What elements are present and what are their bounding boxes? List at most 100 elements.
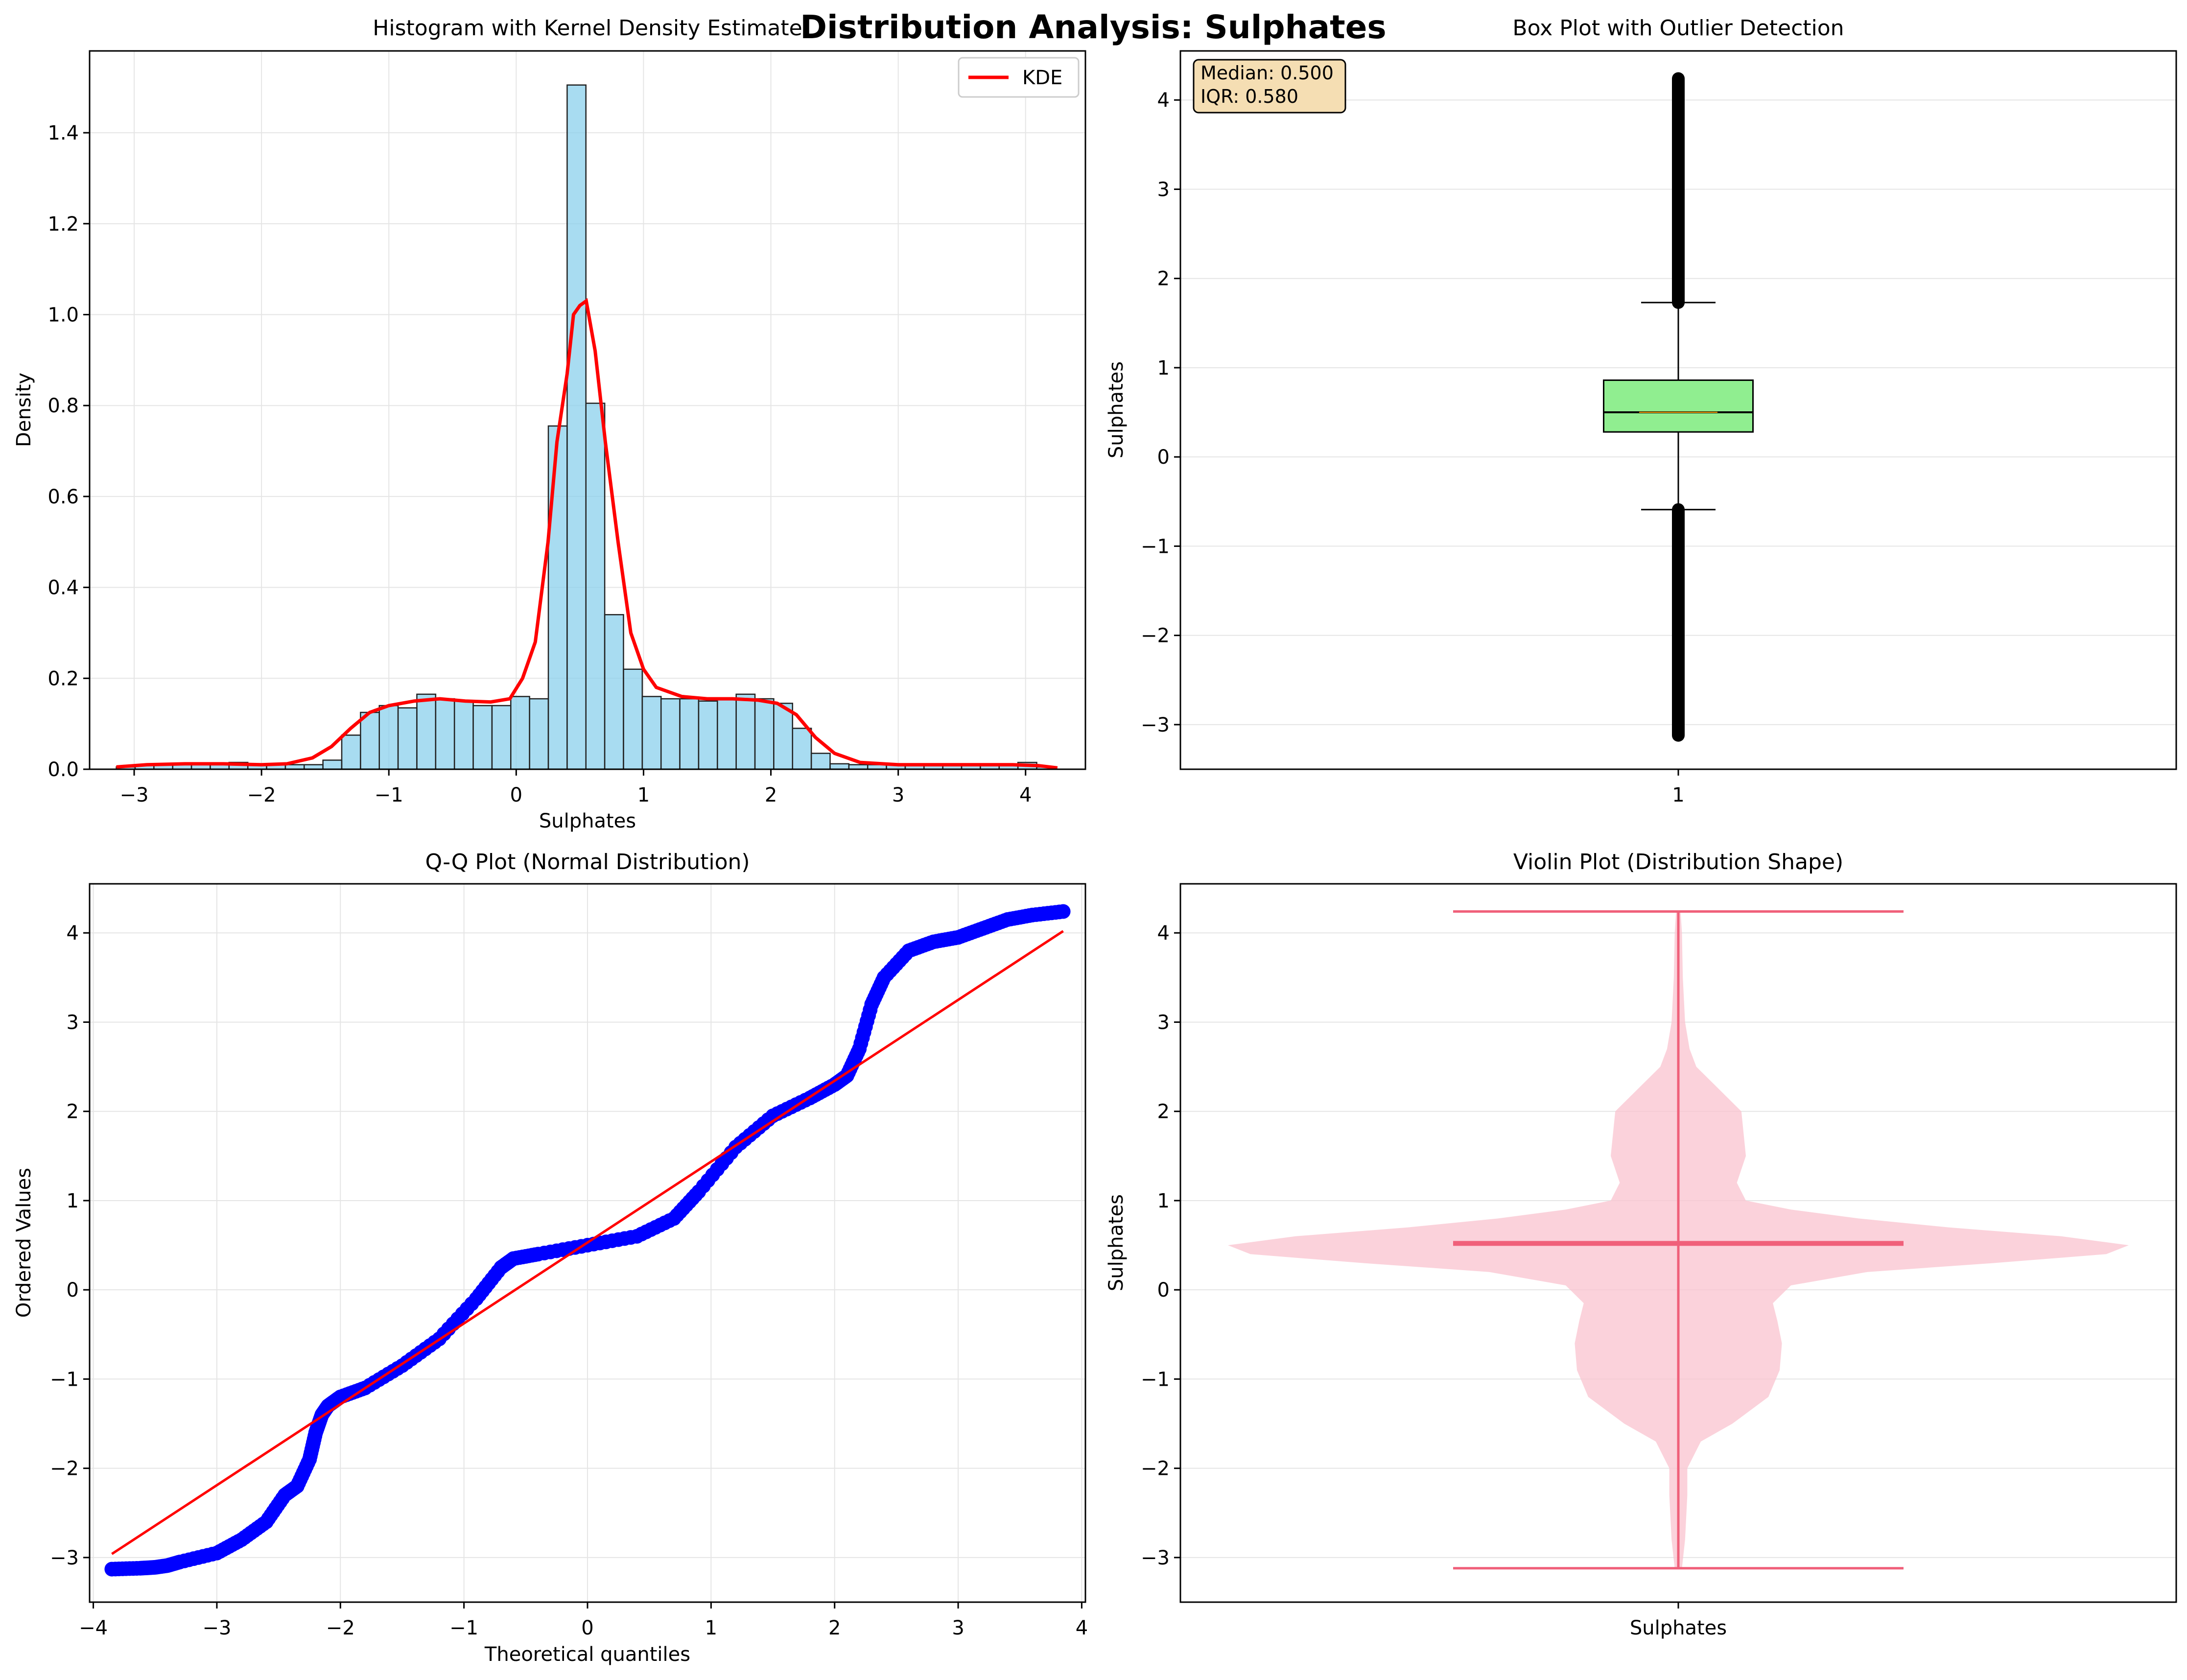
violin-y-tick-label: 3 xyxy=(1157,1011,1170,1034)
histogram-bar xyxy=(397,707,418,770)
boxplot-y-tick-label: 1 xyxy=(1157,357,1170,379)
histogram-bar xyxy=(472,705,493,770)
qqplot-frame xyxy=(89,883,1086,1603)
histogram-y-tick-label: 1.0 xyxy=(47,304,79,327)
qqplot-title: Q-Q Plot (Normal Distribution) xyxy=(425,850,750,875)
boxplot-y-tick-label: −2 xyxy=(1141,625,1170,647)
violin-y-tick-label: −2 xyxy=(1141,1458,1170,1480)
histogram-x-tick-label: 4 xyxy=(1019,784,1032,806)
violin-y-tick-label: 1 xyxy=(1157,1190,1170,1212)
panel-histogram: −3 −2 −1 0 1 2 3 4 0.0 0.2 0.4 0.6 0.8 1.0 1.2 1.4 KDE… xyxy=(13,16,1086,832)
boxplot-title: Box Plot with Outlier Detection xyxy=(1512,16,1844,41)
violin-y-tick-label: 2 xyxy=(1157,1101,1170,1123)
histogram-y-tick-label: 0.8 xyxy=(47,395,79,417)
histogram-bar xyxy=(529,698,549,770)
histogram-title: Histogram with Kernel Density Estimate xyxy=(373,16,802,41)
histogram-bars xyxy=(116,84,1057,770)
qqplot-x-tick-label: −1 xyxy=(449,1617,478,1639)
histogram-x-label: Sulphates xyxy=(539,810,636,832)
histogram-y-tick-label: 1.2 xyxy=(47,213,79,236)
histogram-legend: KDE xyxy=(958,57,1080,98)
histogram-bar xyxy=(510,696,530,770)
histogram-bar xyxy=(435,698,455,770)
histogram-bar xyxy=(547,425,568,770)
boxplot-y-ticks: −3 −2 −1 0 1 2 3 4 xyxy=(1141,89,1180,736)
histogram-bar xyxy=(792,728,812,770)
annotation-box xyxy=(1193,59,1346,114)
histogram-bar xyxy=(735,693,756,770)
panel-violin: −3 −2 −1 0 1 2 3 4 Sulphates Violin Plot (Distr… xyxy=(1105,850,2177,1639)
boxplot-y-tick-label: 0 xyxy=(1157,446,1170,469)
qqplot-x-ticks: −4 −3 −2 −1 0 1 2 3 4 xyxy=(79,1602,1088,1639)
qqplot-y-tick-label: 2 xyxy=(67,1101,79,1123)
histogram-x-ticks: −3 −2 −1 0 1 2 3 4 xyxy=(120,769,1032,806)
boxplot-iqr-box xyxy=(1603,379,1754,433)
histogram-bar xyxy=(322,759,343,770)
qqplot-y-tick-label: 3 xyxy=(67,1011,79,1034)
histogram-y-tick-label: 0.6 xyxy=(47,486,79,508)
boxplot-annotation: Median: 0.500 IQR: 0.580 xyxy=(1193,59,1346,114)
histogram-x-tick-label: 2 xyxy=(765,784,777,806)
histogram-bar xyxy=(641,696,662,770)
violin-stat-lines xyxy=(1453,910,1904,1570)
legend-kde-label: KDE xyxy=(1022,67,1062,89)
violin-title: Violin Plot (Distribution Shape) xyxy=(1513,850,1843,875)
histogram-x-tick-label: 0 xyxy=(510,784,522,806)
histogram-x-tick-label: 3 xyxy=(892,784,904,806)
qqplot-y-tick-label: −2 xyxy=(50,1458,79,1480)
qqplot-x-tick-label: 3 xyxy=(952,1617,964,1639)
boxplot-y-tick-label: 2 xyxy=(1157,268,1170,290)
histogram-bar xyxy=(717,698,737,770)
boxplot-y-label: Sulphates xyxy=(1105,361,1128,458)
boxplot-box xyxy=(1603,72,1754,742)
violin-y-tick-label: −3 xyxy=(1141,1547,1170,1569)
histogram-y-label: Density xyxy=(13,373,35,447)
histogram-bar xyxy=(773,703,794,770)
histogram-bar xyxy=(360,711,380,770)
panel-qqplot: −4 −3 −2 −1 0 1 2 3 4 −3 −2 −1 0 1 2 3 4 Q-Q Plot (Norm… xyxy=(13,850,1088,1666)
qqplot-y-tick-label: 0 xyxy=(67,1279,79,1301)
histogram-bar xyxy=(453,700,474,770)
qqplot-x-label: Theoretical quantiles xyxy=(484,1643,690,1666)
violin-y-tick-label: 0 xyxy=(1157,1279,1170,1301)
qqplot-y-tick-label: 1 xyxy=(67,1190,79,1212)
histogram-bar xyxy=(754,698,775,770)
panel-boxplot: −3 −2 −1 0 1 2 3 4 1 Median: 0.500 IQR: 0.580 B… xyxy=(1105,16,2177,806)
histogram-bar xyxy=(585,402,606,770)
histogram-y-tick-label: 1.4 xyxy=(47,122,79,144)
qqplot-x-tick-label: −3 xyxy=(202,1617,231,1639)
qqplot-x-tick-label: 2 xyxy=(828,1617,841,1639)
qqplot-y-label: Ordered Values xyxy=(13,1168,35,1318)
histogram-bar xyxy=(698,700,718,770)
histogram-y-tick-label: 0.4 xyxy=(47,577,79,599)
histogram-bar xyxy=(810,753,831,770)
histogram-bar xyxy=(829,763,850,770)
histogram-y-ticks: 0.0 0.2 0.4 0.6 0.8 1.0 1.2 1.4 xyxy=(47,122,90,781)
violin-y-label: Sulphates xyxy=(1105,1194,1128,1291)
histogram-x-tick-label: −2 xyxy=(247,784,276,806)
figure-suptitle: Distribution Analysis: Sulphates xyxy=(800,8,1386,46)
qqplot-fit-line xyxy=(111,930,1064,1555)
qqplot-point xyxy=(1056,904,1071,919)
histogram-x-tick-label: 1 xyxy=(637,784,650,806)
histogram-bar xyxy=(679,698,700,770)
qqplot-y-tick-label: 4 xyxy=(67,922,79,945)
boxplot-frame xyxy=(1179,50,2177,770)
legend-box xyxy=(958,57,1080,98)
boxplot-y-tick-label: 4 xyxy=(1157,89,1170,112)
qqplot-y-tick-label: −3 xyxy=(50,1547,79,1569)
histogram-frame xyxy=(89,50,1086,770)
boxplot-x-tick-label: 1 xyxy=(1672,784,1684,806)
qqplot-x-tick-label: 0 xyxy=(581,1617,593,1639)
histogram-y-tick-label: 0.0 xyxy=(47,758,79,781)
violin-y-ticks: −3 −2 −1 0 1 2 3 4 xyxy=(1141,922,1180,1569)
annotation-iqr: IQR: 0.580 xyxy=(1200,86,1298,107)
qqplot-x-tick-label: −2 xyxy=(326,1617,355,1639)
qqplot-x-tick-label: −4 xyxy=(79,1617,108,1639)
qqplot-y-tick-label: −1 xyxy=(50,1368,79,1391)
histogram-x-tick-label: −1 xyxy=(375,784,403,806)
qqplot-y-ticks: −3 −2 −1 0 1 2 3 4 xyxy=(50,922,90,1569)
histogram-bar xyxy=(416,693,437,770)
boxplot-y-tick-label: −1 xyxy=(1141,535,1170,558)
